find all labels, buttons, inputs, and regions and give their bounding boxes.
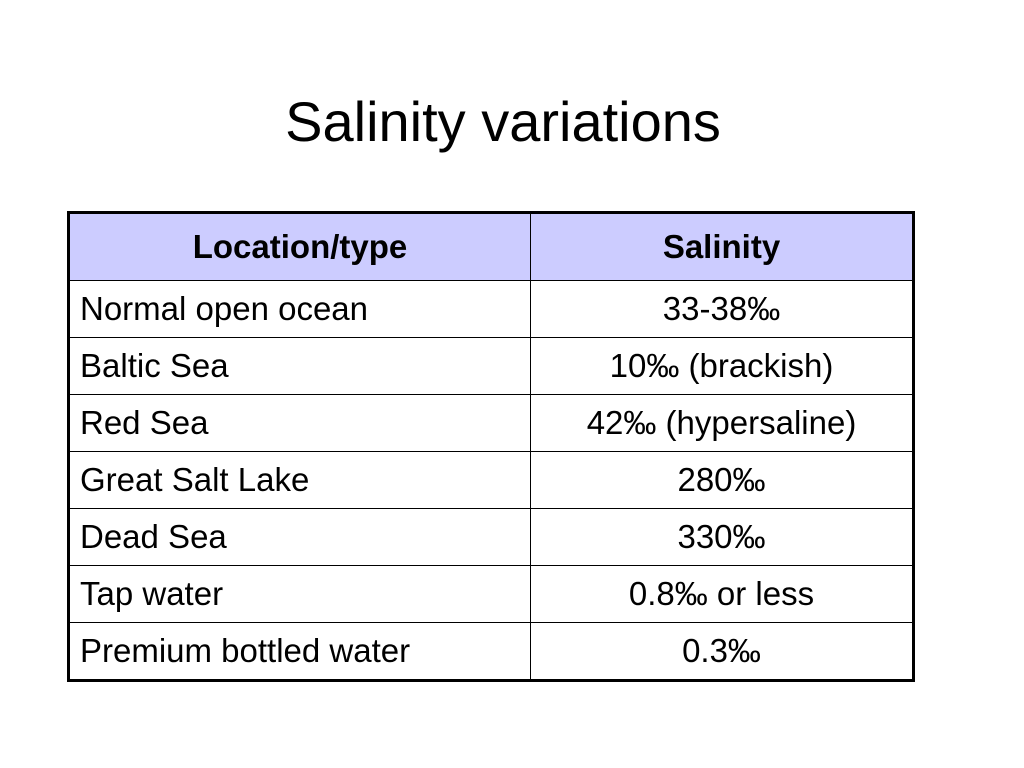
location-cell: Great Salt Lake [68,451,531,509]
header-location-type: Location/type [68,212,531,281]
salinity-cell: 0.3‰ [530,622,914,681]
header-salinity: Salinity [530,212,914,281]
salinity-cell: 0.8‰ or less [530,565,914,623]
salinity-cell: 33-38‰ [530,280,914,338]
table-row: Red Sea 42‰ (hypersaline) [68,394,914,452]
table-row: Baltic Sea 10‰ (brackish) [68,337,914,395]
table-header-row: Location/type Salinity [68,212,914,281]
location-cell: Dead Sea [68,508,531,566]
table-row: Normal open ocean 33-38‰ [68,280,914,338]
location-cell: Red Sea [68,394,531,452]
salinity-cell: 280‰ [530,451,914,509]
salinity-cell: 42‰ (hypersaline) [530,394,914,452]
location-cell: Tap water [68,565,531,623]
salinity-cell: 10‰ (brackish) [530,337,914,395]
location-cell: Baltic Sea [68,337,531,395]
table-row: Great Salt Lake 280‰ [68,451,914,509]
table-row: Tap water 0.8‰ or less [68,565,914,623]
table-row: Premium bottled water 0.3‰ [68,622,914,681]
salinity-cell: 330‰ [530,508,914,566]
salinity-table: Location/type Salinity Normal open ocean… [67,211,915,682]
slide-title: Salinity variations [285,90,721,153]
location-cell: Normal open ocean [68,280,531,338]
table-row: Dead Sea 330‰ [68,508,914,566]
location-cell: Premium bottled water [68,622,531,681]
